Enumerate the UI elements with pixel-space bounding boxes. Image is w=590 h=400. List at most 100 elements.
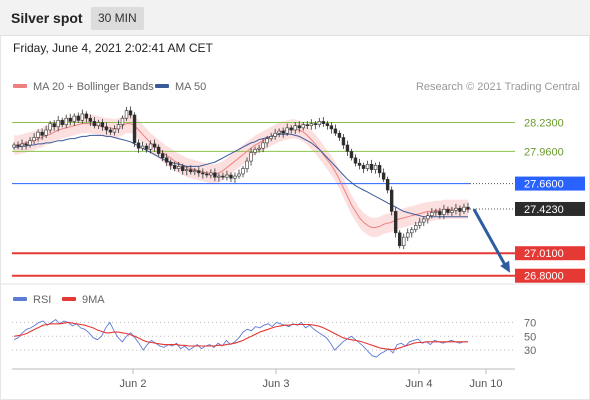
instrument-title: Silver spot	[11, 10, 83, 26]
candle-body	[120, 117, 125, 125]
candle	[249, 148, 253, 166]
candle	[92, 117, 97, 129]
candle	[88, 114, 93, 127]
candle-body	[253, 148, 257, 153]
candle-body	[410, 229, 414, 234]
candle-body	[197, 170, 201, 174]
candle-body	[164, 157, 169, 163]
ma20-line	[14, 123, 468, 228]
timestamp: Friday, June 4, 2021 2:02:41 AM CET	[13, 41, 213, 55]
candle-body	[397, 232, 402, 247]
main-legend: MA 20 + Bollinger Bands MA 50 Research ©…	[13, 81, 580, 93]
candle-body	[44, 129, 48, 136]
candle	[136, 139, 141, 153]
candle-body	[92, 121, 97, 127]
candle	[345, 140, 350, 157]
rsi-legend-label: RSI	[33, 294, 51, 306]
candle-body	[293, 125, 297, 131]
candle-body	[446, 208, 450, 213]
current-price-box	[515, 201, 585, 216]
candle-body	[72, 115, 76, 122]
candle	[120, 115, 125, 130]
candle-body	[393, 211, 398, 234]
candle-body	[329, 125, 334, 130]
candle	[389, 186, 394, 216]
x-tick-label: Jun 2	[120, 378, 147, 390]
candle-body	[140, 145, 145, 149]
candle-body	[112, 128, 117, 133]
candle	[285, 123, 289, 136]
candle-body	[365, 163, 370, 169]
candle-body	[265, 138, 269, 144]
support-label: 26.8000	[524, 271, 564, 283]
candle-body	[225, 174, 229, 178]
interval-badge[interactable]: 30 MIN	[91, 7, 144, 30]
rsi-ma-legend-swatch	[62, 297, 76, 301]
candle-body	[462, 206, 466, 212]
candle-body	[289, 127, 293, 131]
candle	[333, 124, 338, 136]
ma20-legend-label: MA 20 + Bollinger Bands	[33, 81, 154, 93]
candle	[28, 137, 32, 148]
candle	[152, 139, 157, 152]
candle	[68, 113, 72, 126]
candle-body	[297, 125, 301, 129]
candle-body	[381, 172, 386, 180]
pivot-label-box	[515, 176, 585, 191]
candle	[357, 158, 362, 170]
candle-body	[357, 162, 362, 166]
pivot-label: 27.6600	[524, 179, 564, 191]
candle-body	[229, 174, 233, 179]
candle	[289, 125, 293, 134]
candle-body	[181, 166, 185, 172]
candle-body	[281, 130, 285, 134]
candle	[40, 128, 44, 140]
candle-body	[136, 142, 141, 149]
candle-body	[233, 175, 237, 179]
candle-body	[377, 165, 382, 174]
candle	[466, 202, 470, 213]
candle-body	[414, 225, 418, 230]
candle-body	[333, 128, 338, 134]
candle-body	[337, 132, 342, 138]
candle	[393, 207, 398, 238]
candle	[128, 106, 133, 119]
candle	[140, 141, 145, 151]
candle	[261, 138, 265, 153]
candle	[52, 120, 56, 131]
ma20-legend-swatch	[13, 84, 27, 88]
candle	[406, 228, 410, 242]
x-tick-label: Jun 10	[469, 378, 502, 390]
candle-body	[108, 129, 113, 133]
candle	[418, 217, 422, 229]
candle-body	[24, 143, 28, 146]
candle-body	[345, 144, 350, 152]
candle	[189, 165, 193, 175]
candle	[201, 168, 205, 179]
rsi-plot: 70 50 30	[12, 317, 536, 358]
candle-body	[132, 114, 137, 144]
candle	[160, 150, 165, 162]
candle	[281, 127, 285, 138]
candle-body	[458, 207, 462, 212]
candle	[217, 173, 221, 182]
candle	[454, 203, 458, 215]
candle-body	[177, 166, 181, 169]
candle-body	[104, 126, 109, 131]
candle	[369, 159, 374, 173]
candle	[305, 121, 309, 130]
candle-body	[160, 153, 165, 159]
candle	[193, 168, 197, 176]
candle	[148, 140, 153, 154]
candle-body	[201, 172, 205, 175]
candle-body	[48, 123, 52, 131]
candle	[361, 162, 366, 174]
candle	[44, 125, 48, 139]
copyright-label: Research © 2021 Trading Central	[416, 81, 580, 93]
candle	[80, 109, 85, 124]
candle	[257, 144, 261, 153]
candle-body	[185, 169, 189, 172]
candle-body	[221, 175, 225, 178]
candle-body	[213, 172, 217, 178]
candle	[229, 172, 233, 183]
